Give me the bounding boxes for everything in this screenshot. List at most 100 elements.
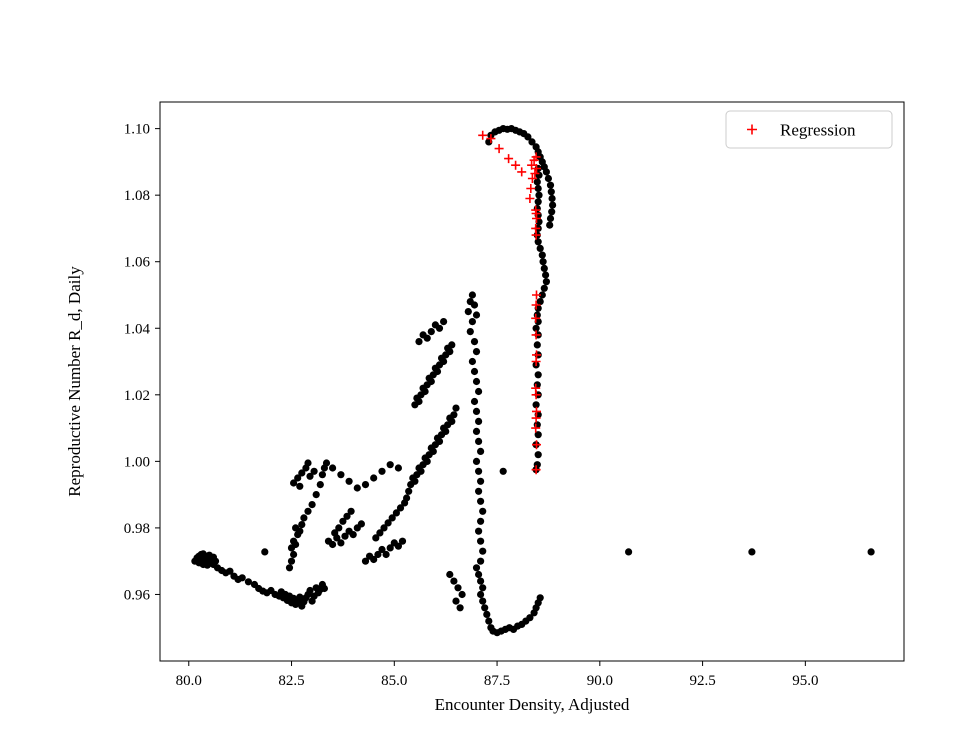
data-point <box>370 474 378 482</box>
data-point <box>394 464 402 472</box>
regression-point <box>531 330 541 340</box>
data-point <box>372 534 380 542</box>
data-point <box>534 198 542 206</box>
data-point <box>322 459 331 467</box>
y-tick-label: 1.00 <box>124 454 150 470</box>
data-point <box>546 214 555 223</box>
data-point <box>479 584 487 592</box>
regression-point <box>511 160 521 170</box>
data-point <box>475 417 483 425</box>
data-point <box>470 367 479 376</box>
data-point <box>472 564 481 572</box>
regression-point <box>532 350 541 360</box>
data-point <box>378 545 386 554</box>
data-point <box>475 467 483 475</box>
data-point <box>477 517 485 525</box>
data-point <box>546 181 555 189</box>
data-point <box>452 597 460 605</box>
data-point <box>304 507 312 515</box>
data-point <box>475 570 483 579</box>
data-point <box>357 520 365 528</box>
scatter-plot-canvas: 80.0 82.5 85.0 87.5 90.0 92.5 95.0 0.96 0.98 1.00… <box>65 101 905 714</box>
data-point <box>380 524 388 532</box>
data-point <box>454 584 462 592</box>
data-point <box>544 174 552 183</box>
data-point <box>345 477 353 485</box>
data-point <box>477 590 485 599</box>
data-point <box>483 610 491 619</box>
data-point <box>294 474 302 482</box>
data-point <box>433 367 442 376</box>
data-point <box>458 590 466 599</box>
regression-point <box>494 144 504 154</box>
data-point <box>479 507 487 515</box>
data-point <box>435 324 444 332</box>
data-point <box>435 437 444 445</box>
data-point <box>479 597 487 605</box>
data-point <box>534 184 542 193</box>
regression-point <box>532 406 541 416</box>
data-point <box>396 504 405 512</box>
data-point <box>466 328 474 336</box>
data-point <box>485 617 493 625</box>
data-point <box>475 487 483 495</box>
data-point <box>472 311 481 319</box>
data-point <box>423 457 431 465</box>
data-point <box>361 481 370 489</box>
data-point <box>296 527 304 535</box>
data-point <box>238 574 246 582</box>
data-point <box>384 519 392 527</box>
data-point <box>452 404 460 412</box>
data-point <box>499 467 507 475</box>
data-point <box>536 298 544 306</box>
data-point <box>456 604 464 612</box>
data-point <box>318 471 326 479</box>
data-point <box>538 251 546 259</box>
regression-point <box>532 290 541 300</box>
data-point <box>290 479 298 487</box>
data-point <box>374 550 382 559</box>
data-point <box>353 484 361 492</box>
data-point <box>300 514 308 522</box>
data-point <box>533 178 541 186</box>
data-point <box>450 577 458 585</box>
regression-point <box>527 174 537 183</box>
data-point <box>534 431 542 439</box>
data-point <box>298 469 306 477</box>
data-point <box>533 204 541 213</box>
data-point <box>477 477 485 485</box>
data-point <box>540 284 548 292</box>
data-point <box>386 461 394 469</box>
data-point <box>415 397 423 406</box>
regression-point <box>532 440 541 450</box>
data-point <box>411 477 419 485</box>
data-point <box>440 318 448 326</box>
data-point <box>290 550 298 559</box>
data-point <box>477 577 485 585</box>
data-point <box>535 191 543 199</box>
data-point <box>296 482 304 490</box>
data-point <box>526 614 534 622</box>
data-point <box>524 133 532 141</box>
data-point <box>261 548 269 556</box>
data-point <box>477 537 485 545</box>
data-point <box>335 524 343 532</box>
data-point <box>468 318 476 326</box>
data-point <box>475 387 483 396</box>
data-point <box>370 555 378 564</box>
data-point <box>310 467 318 475</box>
data-point <box>329 540 337 549</box>
regression-point <box>531 423 541 433</box>
data-point <box>468 291 476 299</box>
regression-point <box>526 184 536 193</box>
legend: Regression <box>725 110 893 149</box>
data-point <box>536 244 544 252</box>
data-point <box>421 387 429 396</box>
regression-point <box>504 154 514 164</box>
series-observations <box>191 125 875 637</box>
data-point <box>867 548 875 556</box>
data-point <box>534 238 542 246</box>
y-tick-label: 0.96 <box>124 587 151 603</box>
data-point <box>298 521 306 529</box>
data-point <box>337 539 345 547</box>
